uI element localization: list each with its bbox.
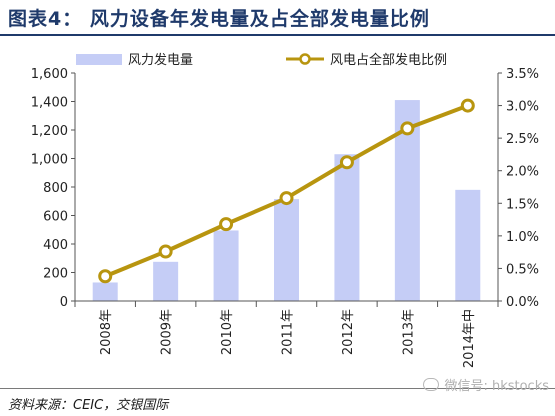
bar xyxy=(153,261,179,301)
y-left-tick-label: 1,200 xyxy=(31,124,68,139)
y-left-tick-label: 1,400 xyxy=(31,96,68,111)
x-tick-label: 2014年中 xyxy=(462,309,477,368)
y-right-tick-label: 3.0% xyxy=(506,100,539,115)
x-tick-label: 2010年 xyxy=(220,309,235,355)
watermark: 微信号: hkstocks xyxy=(423,375,549,394)
y-left-tick-label: 0 xyxy=(60,295,68,310)
line-marker xyxy=(460,98,475,113)
figure-header: 图表4： 风力设备年发电量及占全部发电量比例 xyxy=(0,0,555,36)
y-right-tick-label: 0.5% xyxy=(506,262,539,277)
figure-title: 图表4： 风力设备年发电量及占全部发电量比例 xyxy=(8,8,430,30)
y-left-tick-label: 200 xyxy=(43,267,68,282)
y-left-tick-label: 600 xyxy=(43,210,68,225)
y-right-tick-label: 2.0% xyxy=(506,165,539,180)
y-right-tick-label: 3.5% xyxy=(506,67,539,82)
y-right-tick-label: 0.0% xyxy=(506,295,539,310)
legend-bar-swatch xyxy=(76,54,122,65)
figure-footer: 资料来源：CEIC，交银国际 微信号: hkstocks xyxy=(0,378,555,416)
bar xyxy=(274,199,299,301)
line-marker xyxy=(158,244,173,259)
watermark-text: 微信号: hkstocks xyxy=(444,379,549,394)
bar xyxy=(455,189,481,301)
x-tick-label: 2012年 xyxy=(341,309,356,355)
legend-bar-label: 风力发电量 xyxy=(128,52,193,68)
y-right-tick-label: 1.0% xyxy=(506,230,539,245)
line-marker xyxy=(98,269,113,284)
y-right-tick-label: 1.5% xyxy=(506,197,539,212)
y-left-tick-label: 1,600 xyxy=(31,67,68,82)
wechat-icon xyxy=(423,378,440,391)
y-left-tick-label: 800 xyxy=(43,181,68,196)
bar xyxy=(213,230,239,301)
line-marker xyxy=(400,121,415,136)
line-marker xyxy=(339,155,354,170)
line-marker xyxy=(219,217,234,232)
bar xyxy=(334,154,360,301)
combo-chart: 风力发电量 风电占全部发电比例 0 200 400 600 800 1,000 1,200 1,4… xyxy=(31,52,539,368)
legend-line-marker xyxy=(299,53,311,65)
y-left-tick-label: 1,000 xyxy=(31,153,68,168)
y-right-tick-label: 2.5% xyxy=(506,132,539,147)
legend-line-label: 风电占全部发电比例 xyxy=(330,52,447,68)
x-tick-label: 2009年 xyxy=(160,309,175,355)
bar xyxy=(92,282,118,301)
y-left-tick-label: 400 xyxy=(43,238,68,253)
x-tick-label: 2008年 xyxy=(99,309,114,355)
line-marker xyxy=(279,191,294,206)
source-note: 资料来源：CEIC，交银国际 xyxy=(8,398,169,413)
x-tick-label: 2011年 xyxy=(281,309,296,355)
x-tick-label: 2013年 xyxy=(401,309,416,355)
